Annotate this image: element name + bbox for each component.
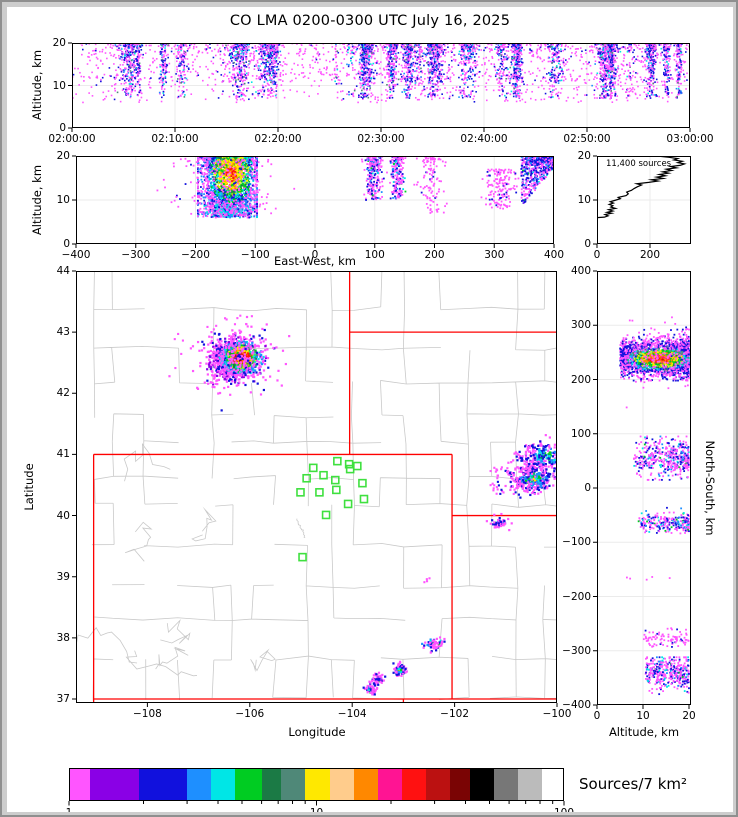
- tick-label: −100: [542, 708, 572, 720]
- tick-label: 200: [639, 249, 661, 261]
- tick-label: 39: [56, 570, 70, 583]
- tick-label: 300: [570, 319, 591, 332]
- tick-label: 0: [311, 249, 319, 261]
- tick-label: 400: [543, 249, 565, 261]
- tick-label: −400: [562, 699, 591, 711]
- tick-label: 37: [56, 692, 70, 705]
- tick-label: 0: [63, 238, 70, 250]
- tick-label: 100: [570, 427, 591, 440]
- tick-label: −300: [121, 249, 151, 261]
- colorbar-label: Sources/7 km²: [579, 775, 688, 793]
- lma-figure: CO LMA 0200-0300 UTC July 16, 2025 Altit…: [7, 7, 733, 812]
- tick-label: −300: [562, 644, 591, 657]
- tick-label: 44: [56, 265, 70, 277]
- tick-label: 100: [364, 249, 385, 261]
- tick-label: 02:40:00: [460, 133, 508, 145]
- tick-label: −104: [337, 708, 367, 720]
- tick-label: 0: [593, 249, 601, 261]
- tick-label: 02:00:00: [48, 133, 96, 145]
- tick-label: 20: [56, 150, 70, 162]
- tick-label: 43: [56, 326, 70, 339]
- source-count-annotation: 11,400 sources: [606, 159, 672, 169]
- tick-label: 40: [56, 509, 70, 522]
- tick-label: −108: [132, 708, 162, 720]
- tick-label: 02:10:00: [151, 133, 199, 145]
- tick-label: 20: [52, 37, 66, 49]
- tick-label: −400: [61, 249, 91, 261]
- tick-label: 20: [577, 150, 591, 162]
- tick-label: 100: [554, 807, 574, 812]
- tick-label: 300: [484, 249, 505, 261]
- map-xlabel: Longitude: [288, 725, 346, 739]
- ns-height-xlabel: Altitude, km: [608, 725, 680, 739]
- tick-label: 200: [570, 373, 591, 386]
- time-height-ylabel: Altitude, km: [30, 49, 44, 121]
- tick-label: 02:30:00: [357, 133, 405, 145]
- tick-label: 10: [56, 194, 70, 206]
- tick-label: 02:50:00: [563, 133, 611, 145]
- tick-label: 10: [52, 79, 66, 92]
- tick-label: 0: [584, 238, 591, 250]
- tick-label: 10: [310, 807, 323, 812]
- tick-label: 0: [59, 122, 66, 134]
- tick-label: 10: [577, 194, 591, 206]
- tick-label: 41: [56, 448, 70, 461]
- tick-label: 400: [570, 265, 591, 277]
- ns-height-ylabel: North-South, km: [703, 440, 717, 536]
- tick-label: −106: [235, 708, 265, 720]
- figure-title: CO LMA 0200-0300 UTC July 16, 2025: [229, 13, 511, 29]
- ew-height-ylabel: Altitude, km: [30, 164, 44, 236]
- tick-label: 1: [66, 807, 73, 812]
- tick-label: 0: [593, 710, 601, 722]
- tick-label: 10: [636, 710, 650, 722]
- tick-label: −200: [181, 249, 210, 261]
- tick-label: 200: [424, 249, 445, 261]
- map-ylabel: Latitude: [22, 463, 36, 511]
- tick-label: 02:20:00: [254, 133, 302, 145]
- tick-label: −200: [562, 590, 591, 603]
- plot-canvas: [7, 7, 733, 812]
- tick-label: 03:00:00: [666, 133, 714, 145]
- tick-label: 38: [56, 631, 70, 644]
- tick-label: 42: [56, 387, 70, 400]
- tick-label: −100: [562, 536, 591, 549]
- tick-label: 20: [682, 710, 696, 722]
- tick-label: 0: [584, 482, 591, 494]
- tick-label: −100: [240, 249, 270, 261]
- ew-height-xlabel: East-West, km: [274, 254, 356, 268]
- tick-label: −102: [440, 708, 470, 720]
